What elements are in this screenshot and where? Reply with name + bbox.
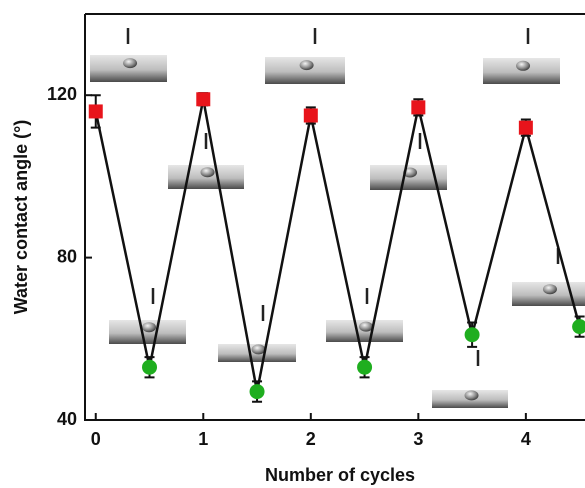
y-tick-label: 80 [57,246,77,266]
x-tick-label: 4 [521,429,531,449]
droplet [543,284,557,294]
y-axis-label: Water contact angle (°) [11,120,31,315]
point [519,121,533,135]
point [465,327,480,342]
point [142,360,157,375]
y-tick-label: 40 [57,409,77,429]
x-tick-label: 0 [91,429,101,449]
point [196,92,210,106]
droplet [201,167,215,177]
droplet [300,60,314,70]
point [572,319,585,334]
droplet [359,322,373,332]
point [357,360,372,375]
y-tick-label: 120 [47,84,77,104]
droplet [142,322,156,332]
point [304,109,318,123]
droplet [516,61,530,71]
x-axis-label: Number of cycles [265,465,415,485]
chart: Number of cycles Water contact angle (°)… [0,0,585,488]
data-line [96,99,580,391]
point [411,100,425,114]
droplet [465,390,479,400]
droplet-insets [90,28,585,408]
x-tick-label: 1 [198,429,208,449]
point [250,384,265,399]
x-tick-label: 2 [306,429,316,449]
droplet [123,58,137,68]
x-tick-label: 3 [413,429,423,449]
point [89,104,103,118]
